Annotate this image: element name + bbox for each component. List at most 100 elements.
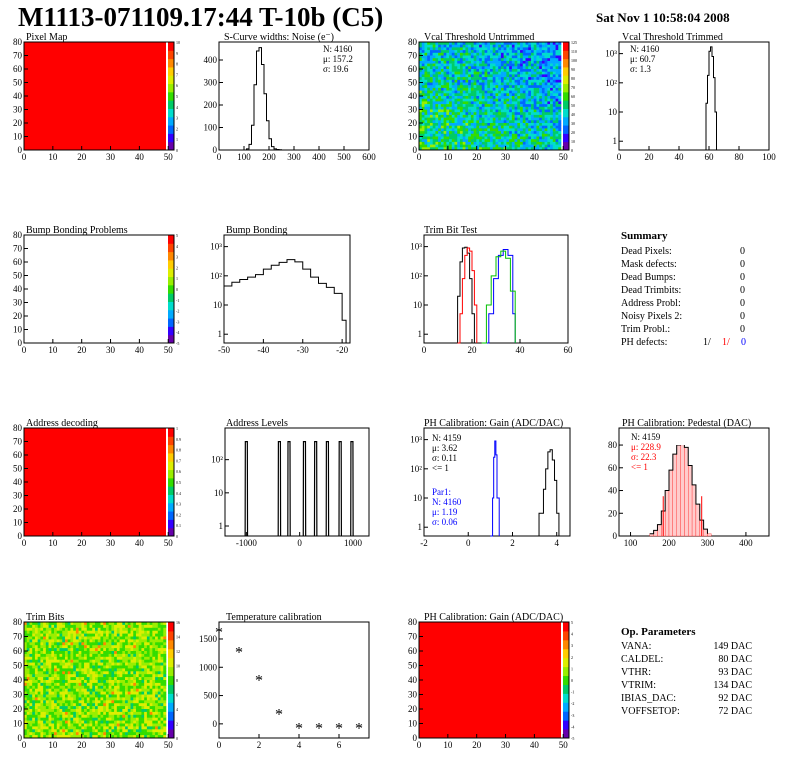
vcal-untrimmed-heatmap-cell	[552, 98, 556, 102]
trim-bits-heatmap-cell	[32, 729, 36, 733]
trim-bits-heatmap-cell	[127, 677, 131, 681]
vcal-untrimmed-heatmap-cell	[522, 133, 526, 137]
trim-bits-heatmap-cell	[34, 729, 38, 733]
trim-bits-heatmap-cell	[133, 668, 137, 672]
trim-bits-heatmap-cell	[86, 645, 90, 649]
trim-bits-heatmap-cell	[48, 729, 52, 733]
trim-bits-heatmap-cell	[24, 703, 28, 707]
trim-bits-heatmap-cell	[34, 709, 38, 713]
vcal-untrimmed-colorbar-cell	[563, 75, 569, 85]
trim-bits-heatmap-cell	[56, 639, 60, 643]
vcal-untrimmed-heatmap-cell	[511, 117, 515, 121]
temperature-point: *	[295, 721, 303, 738]
vcal-untrimmed-heatmap-cell	[552, 112, 556, 116]
trim-bits-heatmap-cell	[32, 726, 36, 730]
trim-bits-heatmap-cell	[163, 714, 167, 718]
trim-bits-heatmap-cell	[138, 726, 142, 730]
vcal-untrimmed-heatmap-cell	[525, 63, 529, 67]
trim-bits-heatmap-cell	[149, 630, 153, 634]
vcal-untrimmed-heatmap-cell	[427, 90, 431, 94]
trim-bits-heatmap-cell	[32, 627, 36, 631]
trim-bits-heatmap-cell	[51, 691, 55, 695]
vcal-untrimmed-heatmap-cell	[476, 90, 480, 94]
trim-bits-heatmap-cell	[119, 645, 123, 649]
vcal-untrimmed-heatmap-cell	[522, 58, 526, 62]
vcal-untrimmed-heatmap-cell	[490, 79, 494, 83]
vcal-untrimmed-heatmap-cell	[511, 144, 515, 148]
ph-pedestal-bar-fill	[680, 440, 685, 537]
vcal-untrimmed-heatmap-cell	[522, 93, 526, 97]
trim-bits-heatmap-cell	[86, 735, 90, 739]
vcal-untrimmed-heatmap-cell	[451, 141, 455, 145]
vcal-untrimmed-heatmap-cell	[446, 58, 450, 62]
vcal-untrimmed-heatmap-cell	[495, 69, 499, 72]
trim-bits-heatmap-cell	[56, 685, 60, 689]
noise-stat-line: N: 4160	[323, 44, 353, 54]
trim-bits-heatmap-cell	[97, 732, 101, 736]
vcal-untrimmed-heatmap-cell	[490, 123, 494, 126]
vcal-untrimmed-heatmap-cell	[547, 117, 551, 121]
vcal-untrimmed-heatmap-cell	[454, 55, 458, 59]
trim-bits-heatmap-cell	[67, 651, 71, 655]
trim-bits-heatmap-cell	[29, 735, 33, 739]
trim-bits-heatmap-cell	[43, 639, 47, 643]
trim-bits-heatmap-cell	[149, 668, 153, 672]
vcal-untrimmed-heatmap-cell	[451, 66, 455, 70]
vcal-untrimmed-heatmap-cell	[544, 85, 548, 89]
vcal-untrimmed-heatmap-cell	[528, 117, 532, 121]
vcal-untrimmed-heatmap-cell	[443, 42, 447, 45]
vcal-untrimmed-heatmap-cell	[435, 90, 439, 94]
vcal-untrimmed-heatmap-cell	[479, 128, 483, 132]
trim-bits-heatmap-cell	[51, 653, 55, 658]
vcal-untrimmed-heatmap-cell	[539, 52, 543, 56]
trim-bits-heatmap-cell	[116, 729, 120, 733]
trim-bits-heatmap-cell	[100, 665, 104, 669]
trim-bits-heatmap-cell	[73, 633, 77, 637]
vcal-untrimmed-heatmap-cell	[440, 117, 444, 121]
trim-bits-heatmap-cell	[78, 622, 82, 626]
vcal-untrimmed-heatmap-cell	[500, 96, 504, 99]
trim-bits-heatmap-cell	[70, 648, 74, 652]
trim-bits-heatmap-cell	[152, 706, 156, 710]
trim-bits-heatmap-cell	[75, 656, 79, 660]
trim-bits-heatmap-cell	[54, 732, 58, 736]
vcal-untrimmed-heatmap-cell	[530, 55, 534, 59]
trim-bits-heatmap-cell	[97, 645, 101, 649]
vcal-untrimmed-heatmap-cell	[490, 96, 494, 99]
trim-bits-heatmap-cell	[135, 627, 139, 631]
trim-bits-heatmap-cell	[141, 645, 145, 649]
vcal-untrimmed-heatmap-cell	[541, 87, 545, 91]
vcal-untrimmed-heatmap-cell	[451, 77, 455, 81]
vcal-untrimmed-heatmap-cell	[484, 63, 488, 67]
vcal-untrimmed-heatmap-cell	[495, 90, 499, 94]
trim-bits-heatmap-cell	[114, 677, 118, 681]
trim-bits-heatmap-cell	[37, 639, 41, 643]
trim-bits-heatmap-cell	[138, 633, 142, 637]
trim-bits-heatmap-cell	[160, 633, 164, 637]
address-decoding-colorbar-cell	[168, 428, 174, 437]
trim-bits-heatmap-cell	[75, 680, 79, 684]
vcal-untrimmed-heatmap-cell	[500, 114, 504, 118]
vcal-untrimmed-heatmap-cell	[490, 128, 494, 132]
vcal-untrimmed-heatmap-cell	[427, 106, 431, 110]
trim-bits-heatmap-cell	[29, 622, 33, 626]
trim-bits-heatmap-cell	[122, 706, 126, 710]
vcal-untrimmed-heatmap-cell	[495, 131, 499, 135]
trim-bits-heatmap-cell	[26, 665, 30, 669]
trim-bits-heatmap-cell	[160, 630, 164, 634]
vcal-untrimmed-heatmap-cell	[547, 139, 551, 143]
vcal-untrimmed-heatmap-cell	[500, 123, 504, 126]
trim-bits-heatmap-cell	[138, 642, 142, 646]
trim-bits-heatmap-cell	[40, 706, 44, 710]
trim-bits-colorbar-label: 12	[176, 649, 180, 654]
vcal-untrimmed-heatmap-cell	[465, 141, 469, 145]
trim-bits-heatmap-cell	[95, 656, 99, 660]
vcal-untrimmed-heatmap-cell	[424, 85, 428, 89]
trim-bit-test-series-line	[484, 248, 516, 344]
trim-bits-heatmap-cell	[146, 659, 150, 663]
trim-bits-heatmap-cell	[155, 662, 159, 666]
trim-bits-heatmap-cell	[73, 653, 77, 658]
trim-bits-heatmap-cell	[138, 639, 142, 643]
trim-bits-heatmap-cell	[37, 714, 41, 718]
pixel-map-ytick-label: 70	[13, 51, 23, 61]
